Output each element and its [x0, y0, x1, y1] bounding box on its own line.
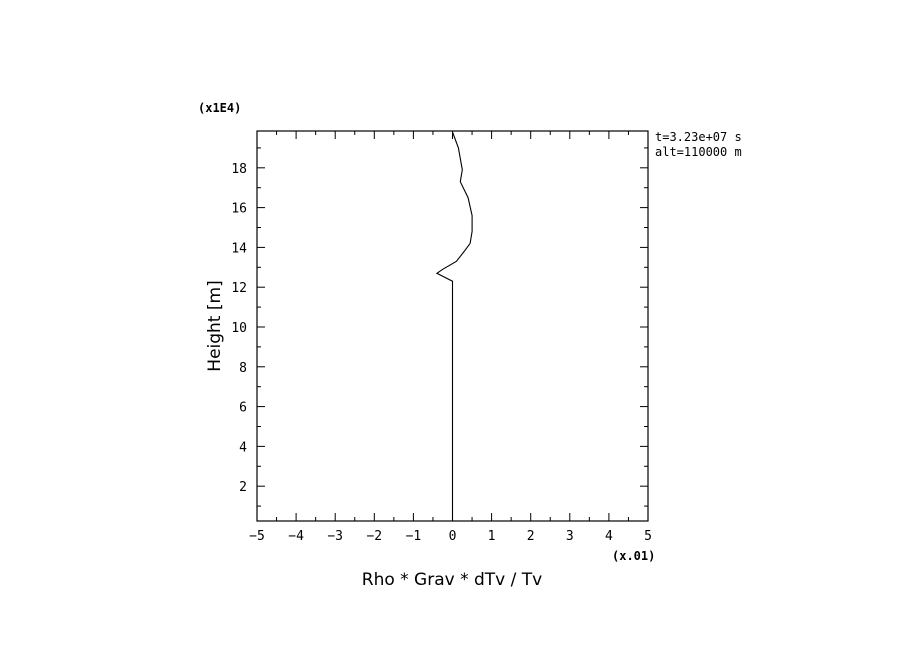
- y-tick-label: 18: [231, 162, 247, 177]
- x-tick-label: 2: [527, 529, 535, 544]
- y-tick-label: 12: [231, 281, 247, 296]
- x-multiplier-label: (x.01): [612, 549, 655, 563]
- x-tick-label: −3: [327, 529, 343, 544]
- series-line: [435, 131, 473, 521]
- y-tick-label: 14: [231, 241, 247, 256]
- y-tick-label: 16: [231, 202, 247, 217]
- y-multiplier-label: (x1E4): [198, 101, 241, 115]
- x-tick-label: 1: [488, 529, 496, 544]
- y-tick-label: 8: [239, 361, 247, 376]
- x-tick-label: −2: [366, 529, 382, 544]
- y-tick-label: 2: [239, 480, 247, 495]
- x-tick-label: 4: [605, 529, 613, 544]
- x-axis-label: Rho * Grav * dTv / Tv: [362, 570, 542, 590]
- x-tick-label: 0: [449, 529, 457, 544]
- annotation-time: t=3.23e+07 s: [655, 130, 742, 144]
- y-tick-label: 6: [239, 401, 247, 416]
- x-tick-label: −5: [249, 529, 265, 544]
- x-tick-label: 5: [644, 529, 652, 544]
- y-axis-label: Height [m]: [205, 280, 225, 371]
- annotation-altitude: alt=110000 m: [655, 145, 742, 159]
- y-tick-label: 10: [231, 321, 247, 336]
- x-tick-label: −4: [288, 529, 304, 544]
- x-tick-label: −1: [406, 529, 422, 544]
- y-tick-label: 4: [239, 440, 247, 455]
- x-tick-label: 3: [566, 529, 574, 544]
